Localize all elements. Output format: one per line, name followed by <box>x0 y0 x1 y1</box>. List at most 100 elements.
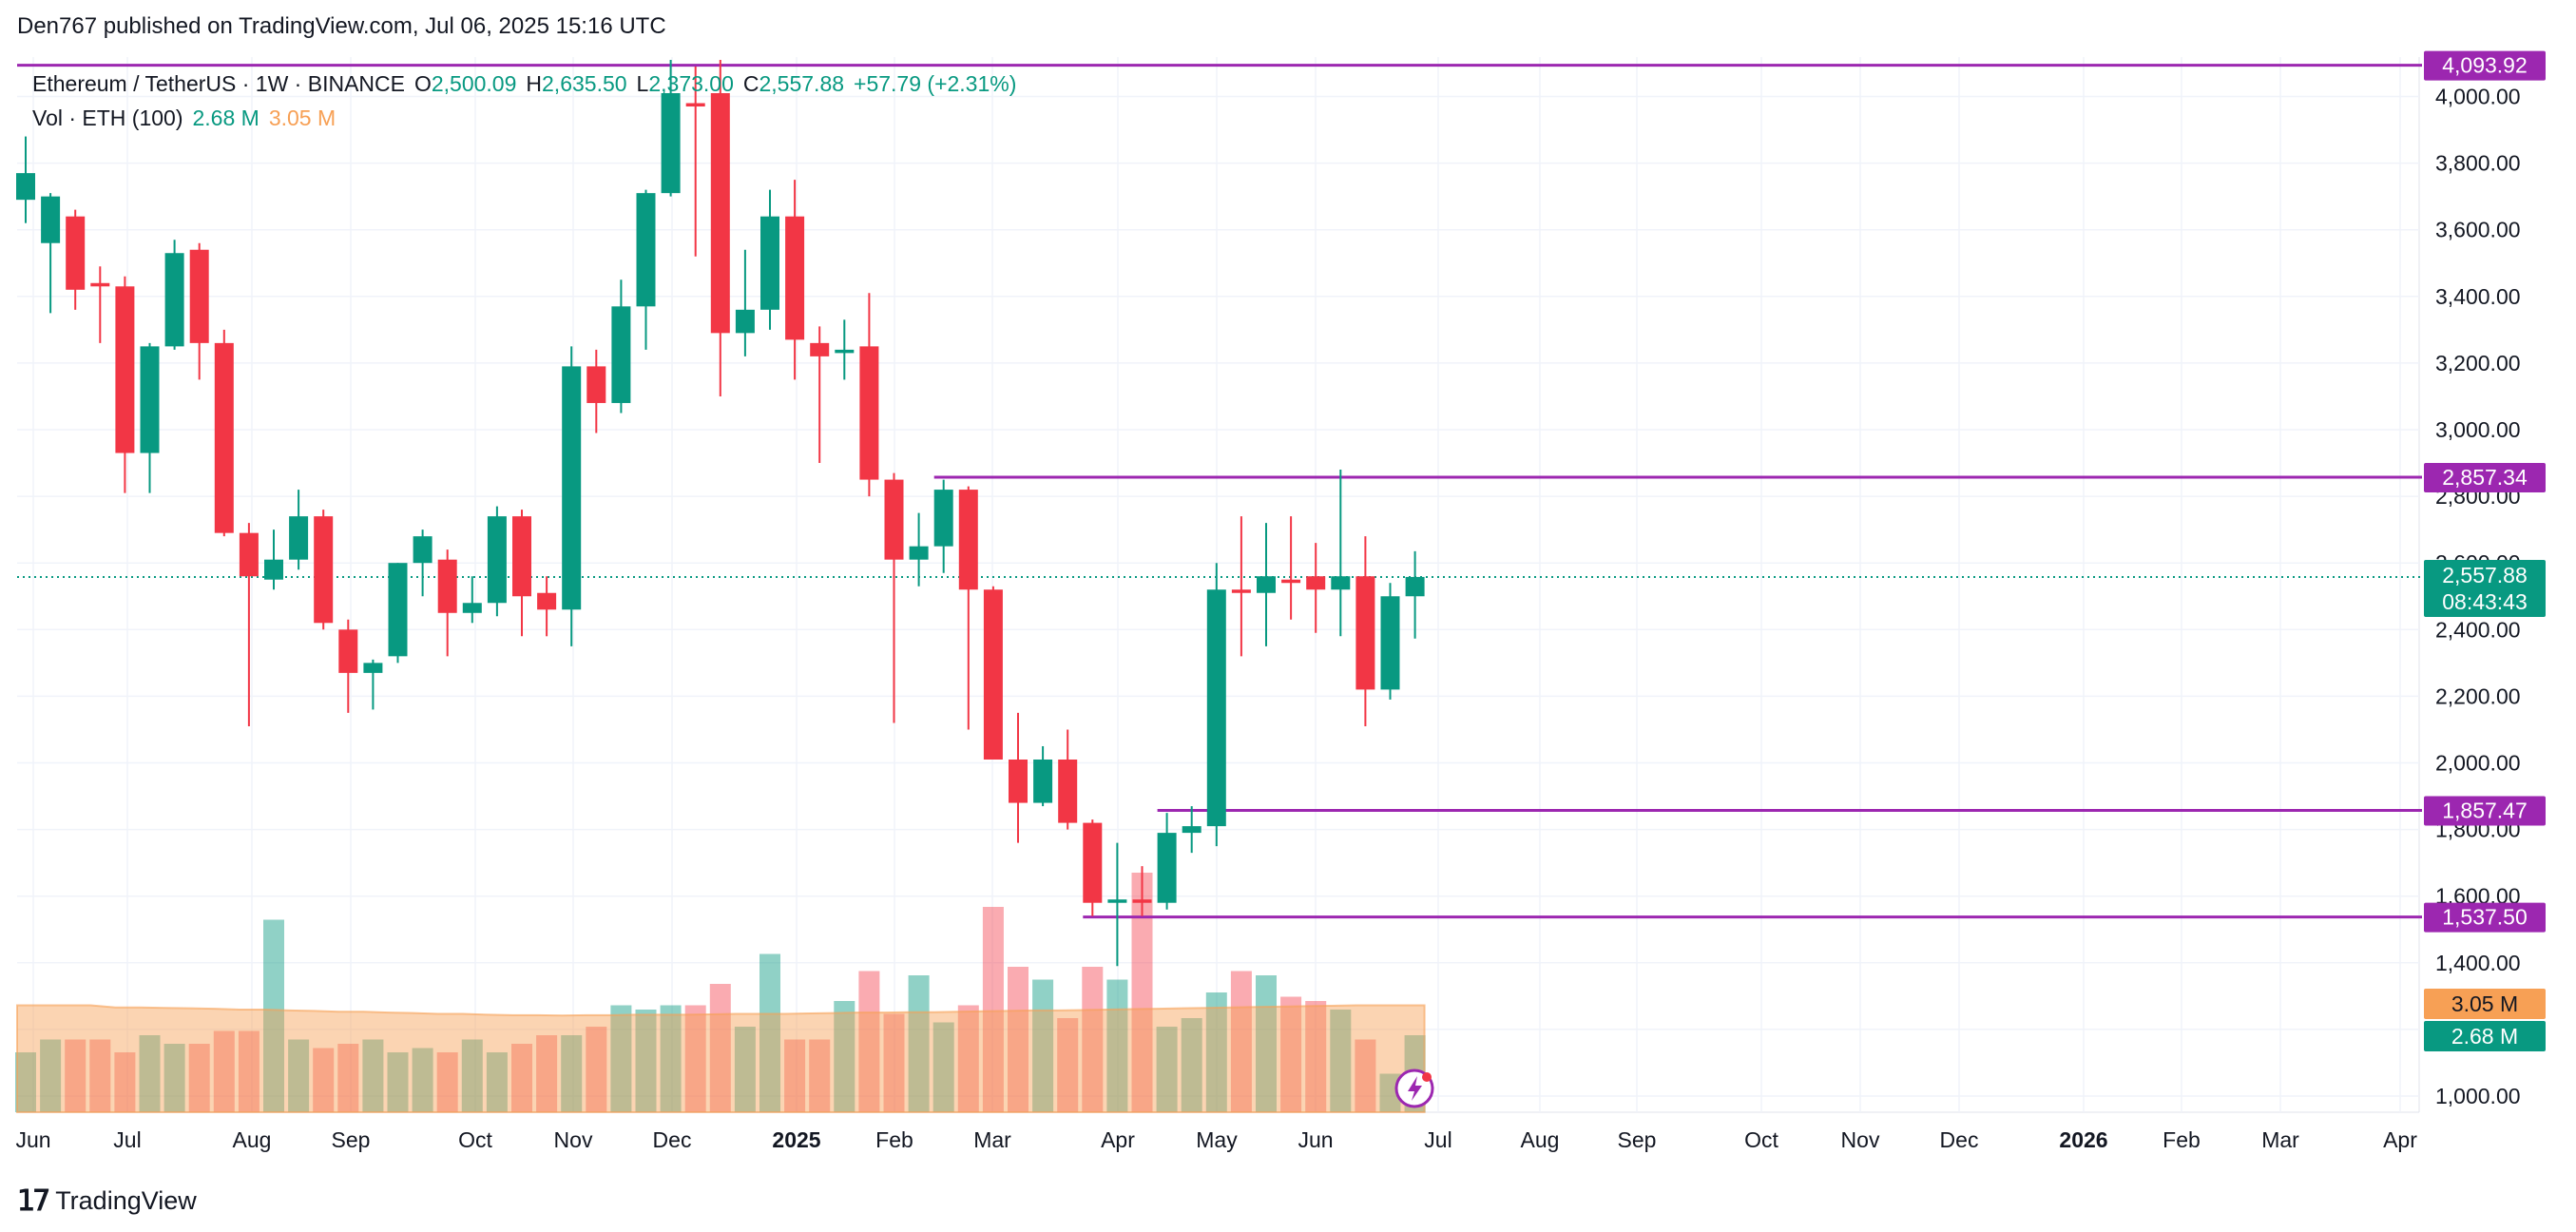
candle-body <box>512 516 531 597</box>
volume-bar <box>313 1048 335 1112</box>
volume-bar <box>561 1035 583 1112</box>
volume-ma-tag <box>2424 989 2546 1019</box>
volume-bar <box>89 1039 111 1112</box>
candle-body <box>958 490 978 590</box>
price-tick-label: 2,000.00 <box>2435 751 2521 776</box>
volume-bar <box>288 1039 310 1112</box>
volume-bar <box>461 1039 483 1112</box>
volume-bar <box>65 1039 87 1112</box>
candle-body <box>289 516 309 560</box>
time-tick-label: Oct <box>1744 1127 1778 1152</box>
volume-bar <box>511 1044 532 1112</box>
volume-bar <box>337 1044 359 1112</box>
last-price-label: 2,557.88 <box>2442 563 2528 587</box>
level-tag-label: 1,857.47 <box>2442 798 2528 822</box>
publisher-header: Den767 published on TradingView.com, Jul… <box>17 13 666 39</box>
volume-bar <box>709 984 731 1112</box>
time-tick-label: Oct <box>458 1127 492 1152</box>
level-tag <box>2424 463 2546 493</box>
volume-bar <box>1205 992 1227 1112</box>
candle-body <box>41 196 61 243</box>
volume-bar <box>858 971 880 1112</box>
volume-bar <box>759 953 780 1112</box>
time-tick-label: Dec <box>653 1127 692 1152</box>
volume-bar <box>362 1039 384 1112</box>
candle-body <box>264 559 283 580</box>
level-tag-label: 1,537.50 <box>2442 905 2528 930</box>
volume-bar <box>114 1052 136 1112</box>
candle-body <box>1306 576 1326 590</box>
volume-ma-area <box>16 1004 1426 1113</box>
time-tick-label: 2026 <box>2059 1127 2107 1152</box>
price-tick-label: 3,400.00 <box>2435 284 2521 309</box>
price-tick-label: 1,000.00 <box>2435 1084 2521 1108</box>
candle-body <box>685 103 705 107</box>
candle-body <box>462 603 482 613</box>
candle-body <box>586 366 606 403</box>
time-tick-label: Jul <box>1424 1127 1451 1152</box>
time-tick-label: Apr <box>2383 1127 2417 1152</box>
candle-body <box>562 366 582 610</box>
candle-body <box>1231 589 1251 593</box>
time-tick-label: Nov <box>554 1127 593 1152</box>
volume-bar <box>1106 979 1128 1112</box>
volume-bar <box>238 1030 260 1112</box>
price-tick-label: 4,000.00 <box>2435 85 2521 109</box>
candle-body <box>1058 759 1078 823</box>
volume-bar <box>1181 1018 1202 1112</box>
volume-bar <box>1008 967 1028 1112</box>
time-tick-label: Aug <box>1521 1127 1560 1152</box>
candle-body <box>189 249 209 343</box>
candle-body <box>90 282 110 287</box>
lightning-bolt-icon <box>1408 1076 1422 1101</box>
volume-bar <box>1305 1001 1327 1112</box>
candle-body <box>1033 759 1053 803</box>
volume-bar <box>263 919 284 1112</box>
volume-bar <box>1379 1073 1401 1112</box>
candle-body <box>835 349 855 354</box>
time-tick-label: Jun <box>1298 1127 1333 1152</box>
footer-brand[interactable]: 𝟣𝟩 TradingView <box>17 1184 197 1218</box>
level-tag <box>2424 902 2546 933</box>
volume-bar <box>982 907 1004 1112</box>
volume-bar <box>1057 1018 1079 1112</box>
time-tick-label: Jul <box>113 1127 141 1152</box>
volume-tag-label: 2.68 M <box>2451 1024 2518 1049</box>
candle-body <box>611 306 631 403</box>
volume-bar <box>660 1005 682 1112</box>
candle-body <box>1355 576 1375 690</box>
volume-bar <box>40 1039 62 1112</box>
candle-body <box>413 536 433 564</box>
price-tick-label: 3,800.00 <box>2435 151 2521 176</box>
candle-body <box>388 563 408 657</box>
volume-bar <box>1280 996 1302 1112</box>
candle-body <box>735 309 755 334</box>
candle-body <box>661 92 681 194</box>
level-tag-label: 4,093.92 <box>2442 53 2528 78</box>
candle-body <box>1182 826 1201 834</box>
candle-body <box>933 490 953 547</box>
price-tick-label: 2,200.00 <box>2435 683 2521 708</box>
volume-tag <box>2424 1021 2546 1051</box>
candle-body <box>1281 579 1301 584</box>
candle-body <box>909 546 929 560</box>
volume-bar <box>188 1044 210 1112</box>
volume-bar <box>139 1035 161 1112</box>
volume-bar <box>1156 1027 1178 1112</box>
price-tick-label: 3,000.00 <box>2435 417 2521 442</box>
volume-bar <box>586 1027 607 1112</box>
time-tick-label: 2025 <box>772 1127 820 1152</box>
candle-body <box>66 216 86 290</box>
notification-dot-icon <box>1422 1072 1432 1082</box>
time-tick-label: Apr <box>1101 1127 1135 1152</box>
volume-bar <box>1032 979 1054 1112</box>
candle-body <box>636 193 656 307</box>
candle-body <box>487 516 507 604</box>
volume-bar <box>883 1013 905 1112</box>
candle-body <box>710 92 730 334</box>
volume-bar <box>809 1039 831 1112</box>
volume-bar <box>15 1052 36 1112</box>
level-tag <box>2424 796 2546 826</box>
candle-body <box>1405 576 1425 597</box>
